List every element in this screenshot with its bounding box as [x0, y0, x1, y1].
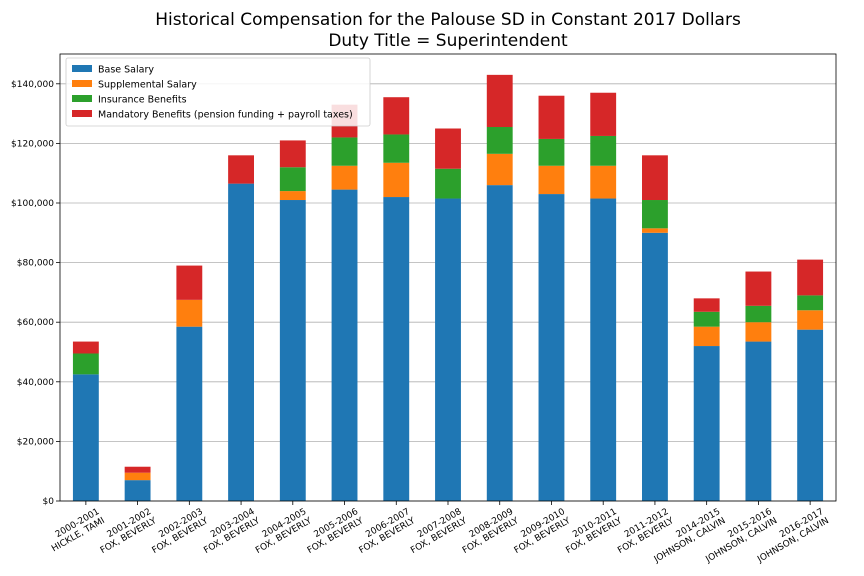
bar-segment-mandatory	[642, 155, 668, 201]
y-tick-label: $80,000	[17, 259, 54, 269]
bar-segment-supplemental	[745, 322, 772, 342]
bar-segment-mandatory	[797, 259, 824, 296]
bar-segment-supplemental	[642, 228, 668, 233]
chart-subtitle: Duty Title = Superintendent	[328, 31, 568, 51]
bar-segment-base	[331, 189, 358, 501]
y-tick-label: $140,000	[11, 80, 54, 90]
bar-segment-mandatory	[486, 74, 513, 128]
bar-segment-base	[72, 374, 99, 501]
bar-segment-insurance	[745, 305, 772, 323]
bar-segment-insurance	[383, 134, 410, 163]
legend-label: Insurance Benefits	[98, 95, 187, 106]
bar-segment-base	[642, 232, 668, 502]
bar-segment-supplemental	[590, 165, 617, 199]
bar-segment-insurance	[486, 127, 513, 154]
bar-segment-supplemental	[124, 472, 151, 481]
bar-segment-base	[797, 329, 824, 501]
bar-segment-insurance	[797, 295, 824, 311]
legend: Base Salary Supplemental Salary Insurance …	[65, 57, 371, 127]
legend-swatch	[72, 95, 92, 102]
bar-segment-base	[124, 480, 151, 501]
bar-segment-insurance	[590, 135, 617, 166]
bar-segment-mandatory	[590, 92, 617, 136]
y-tick-label: $40,000	[17, 378, 54, 388]
bar-segment-mandatory	[745, 271, 772, 306]
legend-label: Supplemental Salary	[98, 80, 197, 91]
bar-segment-mandatory	[124, 466, 151, 473]
bar-segment-supplemental	[279, 191, 306, 201]
y-tick-label: $120,000	[11, 139, 54, 149]
bar-segment-base	[745, 341, 772, 501]
y-tick-label: $60,000	[17, 318, 54, 328]
bar-segment-base	[228, 183, 254, 501]
bar-segment-insurance	[538, 138, 565, 166]
bar-segment-base	[383, 197, 410, 502]
legend-label: Mandatory Benefits (pension funding + pa…	[98, 110, 353, 121]
bar-segment-base	[279, 200, 306, 501]
bar-segment-insurance	[331, 137, 358, 166]
bar-segment-supplemental	[383, 162, 410, 198]
bar-segment-mandatory	[176, 265, 203, 300]
bar-segment-insurance	[435, 168, 461, 199]
bar-segment-base	[486, 185, 513, 501]
bar-segment-mandatory	[72, 341, 99, 354]
bar-segment-insurance	[693, 311, 720, 327]
bar-segment-insurance	[642, 200, 668, 229]
bar-segment-supplemental	[538, 165, 565, 195]
bar-segment-base	[693, 346, 720, 501]
y-tick-label: $100,000	[11, 199, 54, 209]
bar-segment-supplemental	[331, 165, 358, 190]
bar-segment-insurance	[72, 353, 99, 375]
y-tick-label: $0	[43, 497, 55, 507]
bar-segment-mandatory	[538, 95, 565, 139]
bar-segment-mandatory	[435, 128, 461, 169]
legend-frame	[65, 57, 371, 127]
bar-segment-mandatory	[383, 97, 410, 135]
bar-segment-base	[590, 198, 617, 501]
bar-segment-mandatory	[279, 140, 306, 168]
bar-segment-base	[435, 198, 461, 501]
bar-segment-supplemental	[797, 310, 824, 330]
bar-segment-insurance	[279, 167, 306, 192]
bar-segment-base	[538, 194, 565, 501]
bar-segment-base	[176, 326, 203, 501]
legend-swatch	[72, 110, 92, 117]
bar-segment-mandatory	[693, 298, 720, 312]
bar-segment-mandatory	[228, 155, 254, 184]
chart-title: Historical Compensation for the Palouse …	[155, 10, 741, 30]
bar-segment-supplemental	[176, 299, 203, 327]
bar-segment-supplemental	[486, 153, 513, 186]
legend-label: Base Salary	[98, 65, 154, 76]
legend-swatch	[72, 80, 92, 87]
y-axis: $0 $20,000 $40,000 $60,000 $80,000 $100,000 $1…	[11, 80, 60, 507]
y-tick-label: $20,000	[17, 437, 54, 447]
legend-swatch	[72, 65, 92, 72]
bars	[72, 74, 824, 502]
bar-segment-supplemental	[693, 326, 720, 347]
